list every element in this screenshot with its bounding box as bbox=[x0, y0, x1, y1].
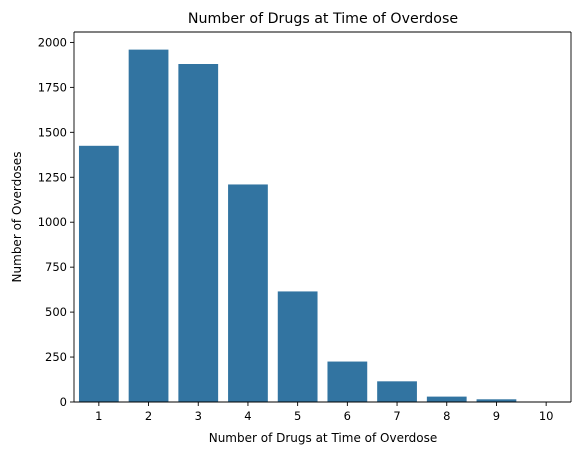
bar-6 bbox=[327, 361, 368, 402]
x-tick-label: 4 bbox=[244, 409, 251, 423]
y-axis-label: Number of Overdoses bbox=[10, 152, 24, 283]
y-tick-label: 750 bbox=[45, 260, 67, 274]
bars-group bbox=[78, 49, 567, 403]
y-tick-label: 1250 bbox=[38, 170, 67, 184]
y-tick-label: 2000 bbox=[38, 35, 67, 49]
x-tick-label: 1 bbox=[95, 409, 102, 423]
x-tick-label: 6 bbox=[344, 409, 351, 423]
x-tick-label: 8 bbox=[443, 409, 450, 423]
bar-8 bbox=[426, 396, 467, 402]
bar-5 bbox=[277, 291, 318, 402]
bar-4 bbox=[228, 184, 268, 402]
x-tick-label: 10 bbox=[539, 409, 554, 423]
y-tick-label: 500 bbox=[45, 305, 67, 319]
bar-9 bbox=[476, 399, 517, 402]
x-tick-label: 5 bbox=[294, 409, 301, 423]
y-axis-ticks: 0 250 500 750 1000 1250 1500 1750 2000 bbox=[38, 35, 74, 409]
bar-1 bbox=[78, 145, 119, 403]
y-tick-label: 1750 bbox=[38, 80, 67, 94]
x-axis-label: Number of Drugs at Time of Overdose bbox=[209, 431, 438, 445]
x-tick-label: 7 bbox=[393, 409, 400, 423]
y-tick-label: 1000 bbox=[38, 215, 67, 229]
x-tick-label: 9 bbox=[493, 409, 500, 423]
x-tick-label: 3 bbox=[195, 409, 202, 423]
bar-3 bbox=[178, 64, 219, 402]
x-tick-label: 2 bbox=[145, 409, 152, 423]
y-tick-label: 1500 bbox=[38, 125, 67, 139]
bar-2 bbox=[128, 49, 169, 403]
y-tick-label: 250 bbox=[45, 350, 67, 364]
y-tick-label: 0 bbox=[60, 395, 67, 409]
chart-title: Number of Drugs at Time of Overdose bbox=[188, 11, 458, 27]
x-axis-ticks: 1 2 3 4 5 6 7 8 9 10 bbox=[95, 402, 553, 423]
bar-7 bbox=[377, 381, 417, 402]
